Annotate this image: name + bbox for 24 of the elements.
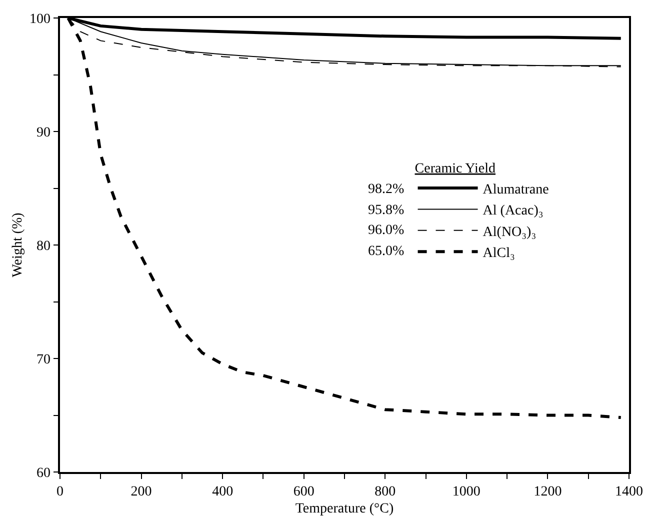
x-tick-label: 1000 bbox=[452, 484, 480, 500]
y-tick-label: 100 bbox=[29, 12, 50, 27]
x-tick-label: 0 bbox=[56, 484, 64, 500]
y-tick-label: 80 bbox=[36, 238, 50, 254]
y-tick-label: 60 bbox=[36, 466, 50, 481]
x-tick-label: 200 bbox=[130, 484, 152, 500]
x-tick-label: 1400 bbox=[615, 484, 643, 500]
y-axis-title: Weight (%) bbox=[10, 212, 26, 278]
x-tick-label: 800 bbox=[374, 484, 396, 500]
legend-title: Ceramic Yield bbox=[414, 161, 496, 176]
annotation: 65.0% bbox=[368, 244, 404, 259]
x-tick-label: 600 bbox=[293, 484, 314, 500]
y-tick-label: 70 bbox=[36, 352, 50, 368]
y-tick-label: 90 bbox=[36, 125, 50, 140]
x-axis-title: Temperature (°C) bbox=[295, 501, 394, 516]
annotation: 96.0% bbox=[368, 223, 404, 238]
x-tick-label: 1200 bbox=[534, 484, 562, 500]
x-tick-label: 400 bbox=[212, 484, 234, 500]
annotation: 95.8% bbox=[368, 203, 404, 218]
legend-label: Alumatrane bbox=[482, 182, 549, 198]
legend-label: AlCl₃ bbox=[482, 246, 516, 262]
annotation: 98.2% bbox=[368, 182, 404, 197]
legend-label: Al (Acac)₃ bbox=[482, 204, 544, 219]
legend-label: Al(NO₃)₃ bbox=[482, 224, 536, 240]
